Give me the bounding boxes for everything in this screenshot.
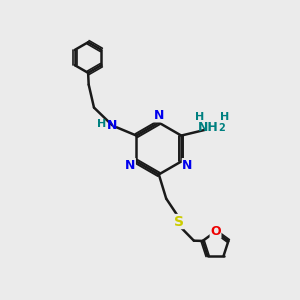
Text: H: H (97, 119, 106, 129)
Text: H: H (195, 112, 204, 122)
Text: N: N (107, 119, 117, 132)
Text: N: N (154, 109, 164, 122)
Text: S: S (174, 214, 184, 229)
Text: N: N (182, 159, 193, 172)
Text: 2: 2 (218, 123, 225, 133)
Text: N: N (125, 159, 135, 172)
Text: H: H (220, 112, 229, 122)
Text: O: O (210, 225, 221, 238)
Text: NH: NH (197, 121, 218, 134)
